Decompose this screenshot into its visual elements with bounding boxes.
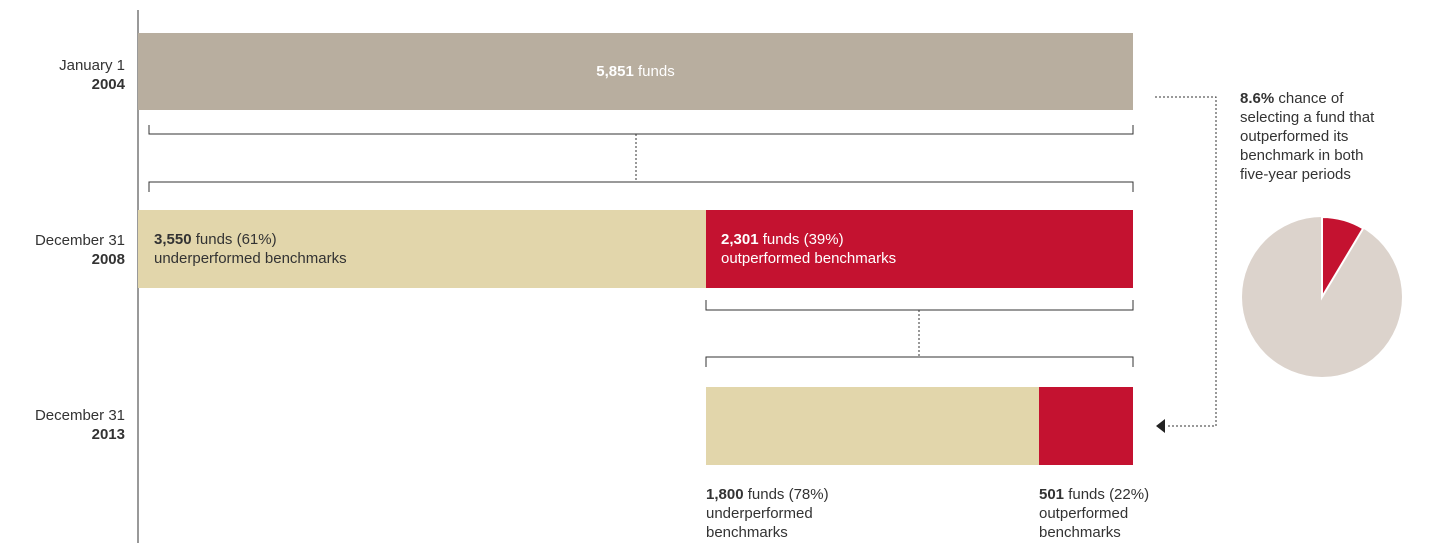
pie-text: chance of selecting a fund that outperfo… [1240,90,1375,183]
bar [138,210,706,288]
arrow [1156,419,1165,433]
bar-label: 1,800 funds (78%) underperformed benchmar… [706,485,856,542]
date: December 31 [34,407,125,424]
pie-slice [1321,215,1365,301]
count: 5,851 [596,63,634,80]
row-label: December 31 2013 [35,406,125,444]
unit: funds (22%) [1068,486,1150,503]
description: outperformed benchmarks [721,250,897,267]
bar [1039,387,1133,465]
bar [138,33,1133,110]
bar-label: 5,851 funds [138,62,1133,81]
description: outperformed benchmarks [1039,505,1129,541]
date: January 1 [59,57,125,74]
count: 3,550 [154,231,192,248]
unit: funds (78%) [747,486,829,503]
bar [706,210,1133,288]
bracket [148,181,1134,192]
row-label: January 1 2004 [59,56,125,94]
pie-caption: 8.6% chance of selecting a fund that out… [1240,89,1390,184]
date: December 31 [34,232,125,249]
unit: funds [638,63,675,80]
count: 1,800 [706,486,744,503]
unit: funds (39%) [762,231,844,248]
bar-label: 3,550 funds (61%) underperformed benchmar… [154,230,347,268]
bar-label: 2,301 funds (39%) outperformed benchmarks [721,230,896,268]
year: 2004 [91,76,125,93]
row-label: December 31 2008 [35,231,125,269]
pointer-line [1155,96,1217,427]
description: underperformed benchmarks [154,250,347,267]
bar-label: 501 funds (22%) outperformed benchmarks [1039,485,1169,542]
count: 501 [1039,486,1065,503]
count: 2,301 [721,231,759,248]
bar [706,387,1039,465]
bracket [148,125,1134,135]
year: 2008 [91,251,125,268]
bracket [705,300,1134,311]
year: 2013 [91,426,125,443]
bracket [705,356,1134,367]
description: underperformed benchmarks [706,505,813,541]
pie-value: 8.6% [1240,90,1275,107]
unit: funds (61%) [195,231,277,248]
